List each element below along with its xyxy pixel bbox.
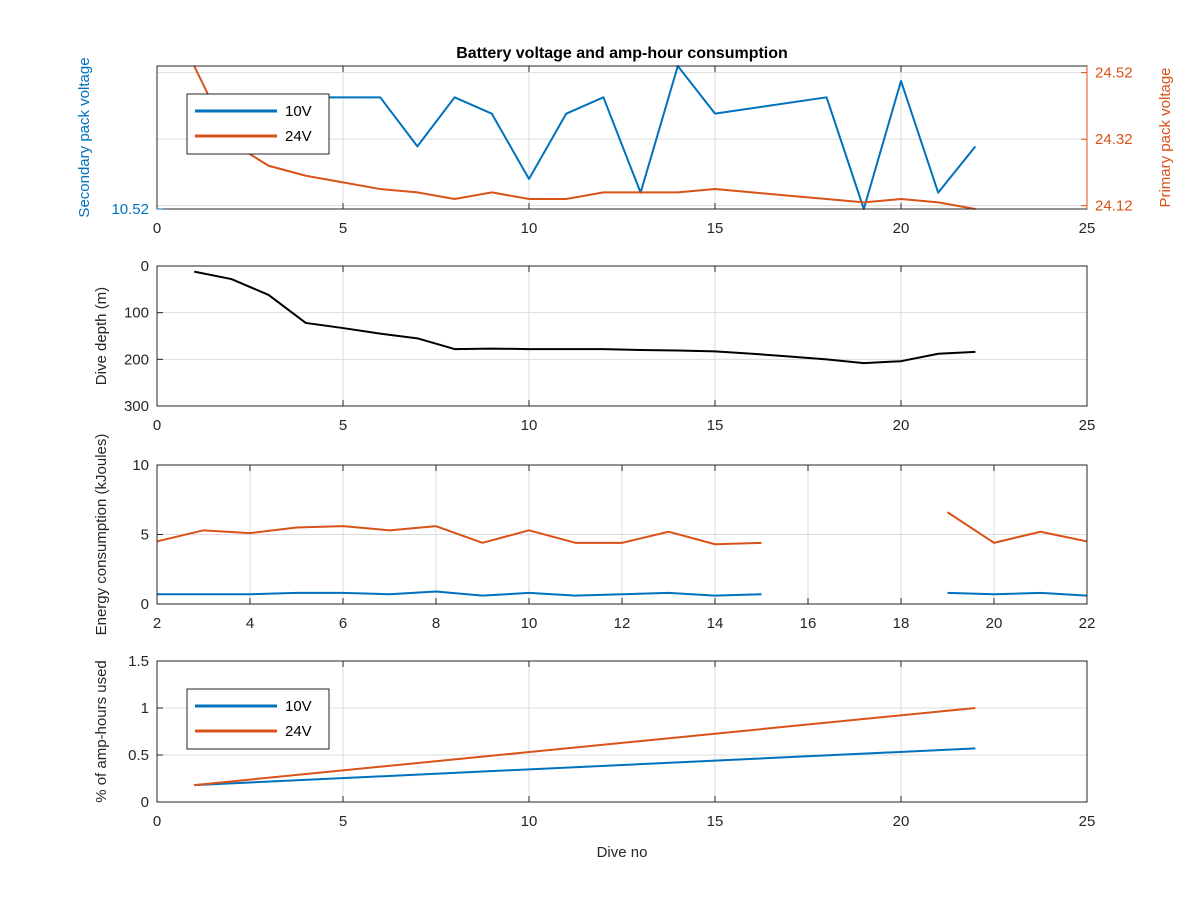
y-tick-label: 1: [141, 700, 149, 717]
y-axis-label: Dive depth (m): [93, 287, 110, 385]
y-tick-label: 10: [132, 457, 149, 474]
x-tick-label: 15: [707, 417, 724, 434]
y-tick-label: 300: [124, 398, 149, 415]
x-tick-label: 10: [521, 813, 538, 830]
x-tick-label: 5: [339, 813, 347, 830]
x-tick-label: 15: [707, 220, 724, 237]
x-tick-label: 22: [1079, 615, 1096, 632]
y-axis-label: Energy consumption (kJoules): [93, 434, 110, 636]
voltage-panel: 0 5 10 15 20 25 10.52 24.12 24.32 24.52 Secondary …: [76, 45, 1174, 237]
y-tick-label: 10.52: [111, 201, 149, 218]
x-tick-label: 15: [707, 813, 724, 830]
y-tick-label: 0: [141, 258, 149, 275]
series-group: [194, 270, 976, 365]
x-tick-label: 10: [521, 220, 538, 237]
x-tick-label: 5: [339, 417, 347, 434]
chart-title: Battery voltage and amp-hour consumption: [456, 45, 788, 62]
x-axis-label: Dive no: [597, 844, 648, 861]
x-tick-label: 5: [339, 220, 347, 237]
series-0-line: [194, 270, 976, 365]
x-tick-label: 18: [893, 615, 910, 632]
y-tick-label: 200: [124, 351, 149, 368]
y-axis-label: % of amp-hours used: [93, 660, 110, 803]
series-group: [194, 707, 976, 787]
y-right-axis-label: Primary pack voltage: [1157, 67, 1174, 207]
legend-box: [186, 688, 330, 750]
x-tick-label: 25: [1079, 813, 1096, 830]
x-tick-label: 0: [153, 417, 161, 434]
x-tick-label: 6: [339, 615, 347, 632]
legend-label-10v: 10V: [285, 698, 312, 715]
x-tick-label: 10: [521, 417, 538, 434]
series-group: [157, 511, 1087, 597]
legend-label-24v: 24V: [285, 128, 312, 145]
y-tick-label: 0.5: [128, 747, 149, 764]
y-tick-label: 0: [141, 794, 149, 811]
y-tick-label: 0: [141, 596, 149, 613]
x-tick-label: 10: [521, 615, 538, 632]
series-24v-line: [194, 707, 976, 787]
x-tick-label: 0: [153, 813, 161, 830]
x-tick-label: 25: [1079, 417, 1096, 434]
x-tick-label: 0: [153, 220, 161, 237]
series-10v-line: [157, 590, 1087, 597]
series-group: [193, 65, 977, 210]
x-tick-label: 20: [893, 417, 910, 434]
x-tick-label: 2: [153, 615, 161, 632]
y-tick-label: 5: [141, 527, 149, 544]
series-24v-line: [157, 511, 1087, 546]
series-10v-line: [305, 65, 977, 210]
legend-label-10v: 10V: [285, 103, 312, 120]
legend-box: [186, 93, 330, 155]
axes-frame: [156, 660, 1088, 803]
x-tick-label: 20: [893, 813, 910, 830]
x-tick-label: 16: [800, 615, 817, 632]
x-tick-label: 12: [614, 615, 631, 632]
x-tick-label: 20: [893, 220, 910, 237]
legend-label-24v: 24V: [285, 723, 312, 740]
x-tick-label: 20: [986, 615, 1003, 632]
series-24v-line: [193, 65, 976, 210]
energy-panel: 2 4 6 8 10 12 14 16 18 20 22 0 5 10 Energy consumption…: [93, 434, 1095, 636]
y-tick-label: 100: [124, 305, 149, 322]
x-tick-label: 4: [246, 615, 254, 632]
x-tick-label: 25: [1079, 220, 1096, 237]
x-tick-label: 8: [432, 615, 440, 632]
amp-hours-panel: 0 5 10 15 20 25 0 0.5 1 1.5 % of amp-hours used Div…: [93, 653, 1095, 861]
y-right-tick-label: 24.52: [1095, 65, 1133, 82]
depth-panel: 0 5 10 15 20 25 0 100 200 300 Dive depth (m): [93, 258, 1095, 434]
axes-frame: [156, 265, 1088, 407]
y-tick-label: 1.5: [128, 653, 149, 670]
y-right-tick-label: 24.32: [1095, 131, 1133, 148]
y-right-tick-label: 24.12: [1095, 198, 1133, 215]
x-tick-label: 14: [707, 615, 724, 632]
series-10v-line: [194, 747, 976, 787]
y-axis-label: Secondary pack voltage: [76, 57, 93, 217]
